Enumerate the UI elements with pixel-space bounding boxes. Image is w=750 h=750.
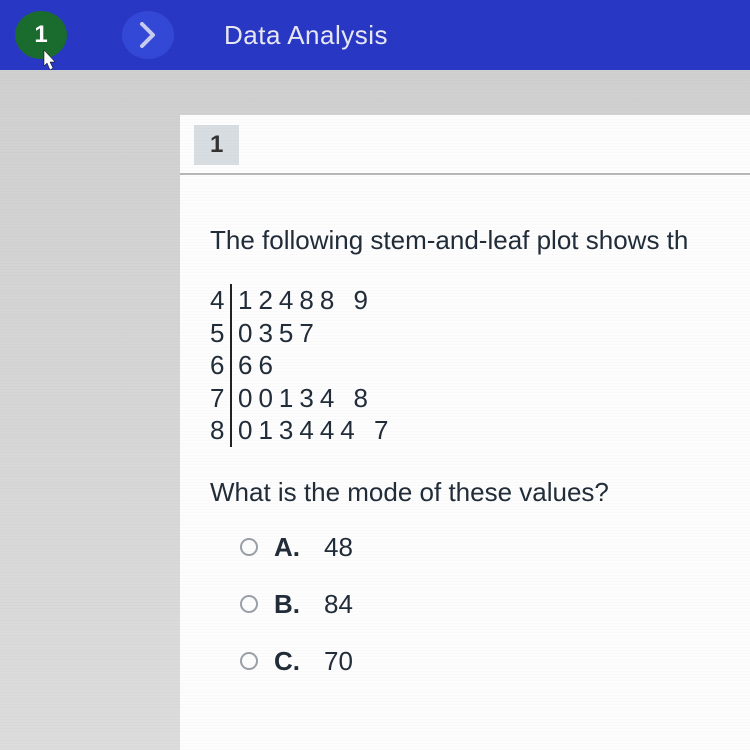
stem-cell: 6 <box>210 349 232 382</box>
stem-cell: 7 <box>210 382 232 415</box>
radio-icon[interactable] <box>240 595 258 613</box>
stem-and-leaf-plot: 4 12488 9 5 0357 6 66 7 00134 8 8 013444… <box>210 284 730 447</box>
choice-value: 70 <box>324 646 353 677</box>
question-number-bar: 1 <box>180 115 750 173</box>
stemleaf-row: 4 12488 9 <box>210 284 730 317</box>
question-card: 1 The following stem-and-leaf plot shows… <box>180 115 750 750</box>
stemleaf-row: 7 00134 8 <box>210 382 730 415</box>
stemleaf-row: 6 66 <box>210 349 730 382</box>
choice-value: 48 <box>324 532 353 563</box>
radio-icon[interactable] <box>240 652 258 670</box>
leaf-cell: 0357 <box>232 317 320 350</box>
chevron-right-icon <box>139 22 157 48</box>
leaf-cell: 00134 8 <box>232 382 374 415</box>
choice-value: 84 <box>324 589 353 620</box>
choice-letter: C. <box>274 646 324 677</box>
current-page-pill[interactable]: 1 <box>15 11 67 59</box>
choice-letter: A. <box>274 532 324 563</box>
choice-a[interactable]: A. 48 <box>240 532 730 563</box>
question-subprompt: What is the mode of these values? <box>210 477 730 508</box>
leaf-cell: 013444 7 <box>232 414 394 447</box>
question-prompt: The following stem-and-leaf plot shows t… <box>210 225 730 256</box>
leaf-cell: 66 <box>232 349 279 382</box>
stem-cell: 5 <box>210 317 232 350</box>
leaf-cell: 12488 9 <box>232 284 374 317</box>
stemleaf-row: 5 0357 <box>210 317 730 350</box>
choice-b[interactable]: B. 84 <box>240 589 730 620</box>
stemleaf-row: 8 013444 7 <box>210 414 730 447</box>
choice-letter: B. <box>274 589 324 620</box>
topic-title: Data Analysis <box>224 20 388 51</box>
choice-c[interactable]: C. 70 <box>240 646 730 677</box>
stem-cell: 4 <box>210 284 232 317</box>
question-number: 1 <box>194 125 239 165</box>
question-body: The following stem-and-leaf plot shows t… <box>180 175 750 677</box>
stem-cell: 8 <box>210 414 232 447</box>
top-nav-bar: 1 Data Analysis <box>0 0 750 70</box>
radio-icon[interactable] <box>240 538 258 556</box>
answer-choices: A. 48 B. 84 C. 70 <box>210 532 730 677</box>
next-button[interactable] <box>122 11 174 59</box>
current-page-number: 1 <box>34 21 47 49</box>
